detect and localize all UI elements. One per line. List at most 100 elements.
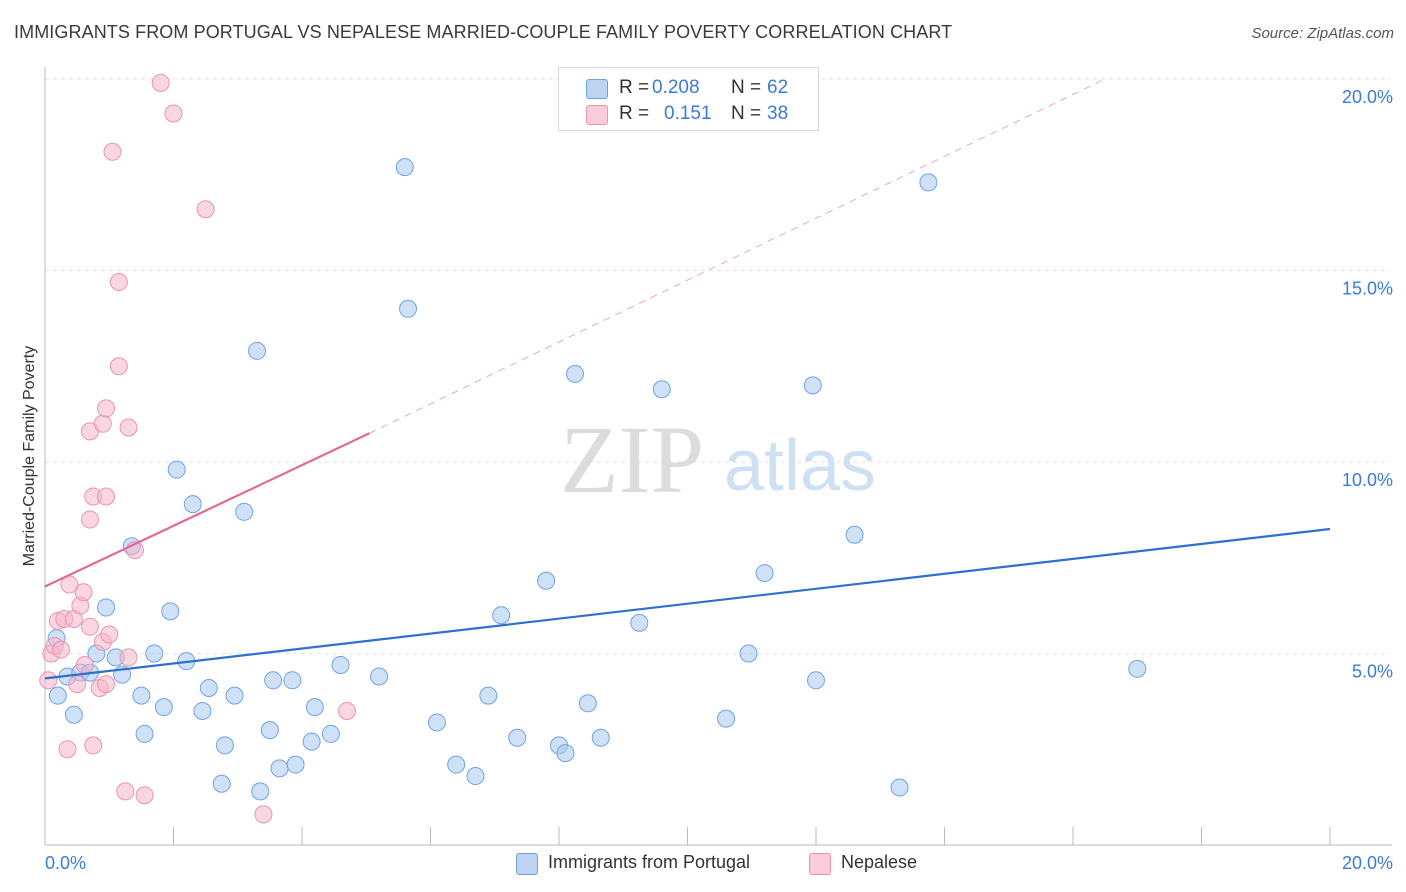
portugal-point bbox=[225, 686, 244, 705]
y-tick-label: 20.0% bbox=[1342, 87, 1393, 107]
portugal-point bbox=[370, 667, 389, 686]
nepalese-point bbox=[58, 740, 77, 759]
portugal-point bbox=[739, 644, 758, 663]
portugal-point bbox=[270, 759, 289, 778]
portugal-point bbox=[283, 671, 302, 690]
legend-label: Immigrants from Portugal bbox=[548, 852, 751, 872]
nepalese-point bbox=[100, 625, 119, 644]
portugal-point bbox=[161, 602, 180, 621]
nepalese-point bbox=[97, 487, 116, 506]
portugal-point bbox=[154, 698, 173, 717]
portugal-point bbox=[64, 705, 83, 724]
portugal-point bbox=[845, 525, 864, 544]
portugal-point bbox=[183, 495, 202, 514]
portugal-point bbox=[652, 380, 671, 399]
portugal-point bbox=[630, 613, 649, 632]
nepalese-point bbox=[84, 736, 103, 755]
portugal-point bbox=[537, 571, 556, 590]
portugal-point bbox=[399, 299, 418, 318]
portugal-point bbox=[135, 724, 154, 743]
portugal-point bbox=[235, 502, 254, 521]
portugal-point bbox=[755, 564, 774, 583]
nepalese-point bbox=[97, 399, 116, 418]
portugal-point bbox=[251, 782, 270, 801]
portugal-point bbox=[717, 709, 736, 728]
nepalese-point bbox=[75, 655, 94, 674]
watermark-zip: ZIP bbox=[560, 406, 704, 513]
nepalese-swatch bbox=[586, 105, 608, 125]
portugal-point bbox=[305, 698, 324, 717]
portugal-point bbox=[803, 376, 822, 395]
x-tick-label: 20.0% bbox=[1342, 853, 1393, 873]
portugal-point bbox=[566, 364, 585, 383]
nepalese-point bbox=[135, 786, 154, 805]
nepalese-point bbox=[93, 414, 112, 433]
n-label: N = bbox=[731, 103, 762, 124]
n-value: 62 bbox=[767, 77, 789, 98]
portugal-point bbox=[427, 713, 446, 732]
portugal-point bbox=[286, 755, 305, 774]
y-tick-label: 5.0% bbox=[1352, 662, 1393, 682]
nepalese-point bbox=[52, 640, 71, 659]
portugal-point bbox=[199, 678, 218, 697]
r-label: R = bbox=[619, 103, 650, 124]
legend-label: Nepalese bbox=[841, 852, 918, 872]
nepalese-point bbox=[196, 200, 215, 219]
nepalese-point bbox=[164, 104, 183, 123]
stats-legend: R = 0.208 N = 62 R = 0.151 N = 38 bbox=[558, 67, 819, 131]
portugal-legend-swatch bbox=[516, 853, 538, 875]
nepalese-point bbox=[80, 510, 99, 529]
watermark-atlas: atlas bbox=[724, 426, 876, 506]
nepalese-point bbox=[39, 671, 58, 690]
r-value: 0.151 bbox=[664, 103, 712, 124]
portugal-point bbox=[466, 767, 485, 786]
portugal-point bbox=[302, 732, 321, 751]
portugal-point bbox=[890, 778, 909, 797]
nepalese-point bbox=[109, 272, 128, 291]
nepalese-point bbox=[80, 617, 99, 636]
portugal-point bbox=[508, 728, 527, 747]
nepalese-legend-swatch bbox=[809, 853, 831, 875]
portugal-point bbox=[97, 598, 116, 617]
portugal-point bbox=[145, 644, 164, 663]
n-label: N = bbox=[731, 77, 762, 98]
portugal-point bbox=[48, 686, 67, 705]
nepalese-trend-line-extension bbox=[369, 78, 1106, 434]
portugal-point bbox=[248, 341, 267, 360]
nepalese-point bbox=[109, 357, 128, 376]
portugal-point bbox=[167, 460, 186, 479]
portugal-point bbox=[492, 606, 511, 625]
portugal-point bbox=[447, 755, 466, 774]
portugal-point bbox=[212, 774, 231, 793]
portugal-point bbox=[1128, 659, 1147, 678]
portugal-point bbox=[578, 694, 597, 713]
nepalese-point bbox=[97, 675, 116, 694]
portugal-trend-line bbox=[44, 527, 1331, 680]
source-label: Source: ZipAtlas.com bbox=[1251, 25, 1394, 42]
x-tick-label: 0.0% bbox=[45, 853, 86, 873]
portugal-point bbox=[591, 728, 610, 747]
portugal-point bbox=[395, 158, 414, 177]
portugal-point bbox=[264, 671, 283, 690]
nepalese-point bbox=[119, 418, 138, 437]
portugal-point bbox=[321, 724, 340, 743]
n-value: 38 bbox=[767, 103, 789, 124]
nepalese-point bbox=[119, 648, 138, 667]
portugal-point bbox=[556, 744, 575, 763]
portugal-point bbox=[807, 671, 825, 690]
r-label: R = bbox=[619, 77, 650, 98]
y-tick-label: 10.0% bbox=[1342, 470, 1393, 490]
nepalese-point bbox=[103, 142, 122, 161]
chart-title: IMMIGRANTS FROM PORTUGAL VS NEPALESE MAR… bbox=[14, 22, 953, 42]
portugal-point bbox=[919, 173, 938, 192]
portugal-swatch bbox=[586, 79, 608, 99]
nepalese-point bbox=[116, 782, 135, 801]
nepalese-point bbox=[254, 805, 273, 824]
portugal-point bbox=[479, 686, 498, 705]
portugal-point bbox=[193, 701, 212, 720]
series-legend: Immigrants from Portugal Nepalese bbox=[0, 851, 1406, 877]
y-axis-label: Married-Couple Family Poverty bbox=[21, 345, 38, 567]
portugal-point bbox=[331, 655, 350, 674]
y-tick-label: 15.0% bbox=[1342, 279, 1393, 299]
